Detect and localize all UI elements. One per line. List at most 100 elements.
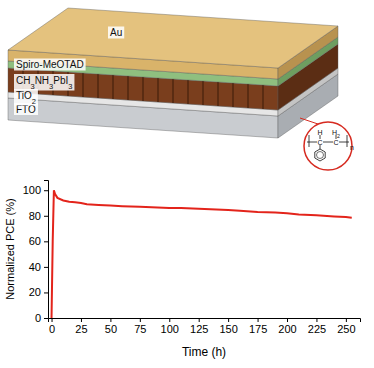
tick-mark	[199, 318, 200, 322]
pillar-edge	[83, 73, 84, 97]
label-patch	[14, 89, 38, 106]
pillar-edge	[128, 76, 129, 100]
tick: 125	[190, 318, 208, 335]
pillar-edge	[218, 82, 219, 106]
tick: 80	[29, 210, 48, 222]
chart: 0 25 50 75 100 125 150 175 200 225 250 0 20 40 60 80 100…	[4, 181, 361, 360]
tick: 60	[29, 235, 48, 247]
pillar-edge	[233, 83, 234, 107]
benzene-ring	[315, 149, 325, 161]
tick-label: 80	[29, 210, 41, 222]
atom-label: C	[333, 139, 338, 146]
tick-mark	[81, 318, 82, 322]
plot-area	[52, 190, 352, 318]
bond	[320, 135, 321, 139]
bond	[347, 135, 348, 147]
tick-mark	[44, 267, 48, 268]
tick-label: 75	[134, 323, 146, 335]
tick-mark	[140, 318, 141, 322]
inset-pointer	[300, 118, 318, 124]
tick: 40	[29, 261, 48, 273]
tick-mark	[258, 318, 259, 322]
x-axis: 0 25 50 75 100 125 150 175 200 225 250	[49, 318, 361, 335]
tick-label: 60	[29, 235, 41, 247]
bond	[307, 142, 317, 143]
layer-labels: FTOTiO2CH3NH3PbI3Spiro-MeOTADAu	[14, 27, 124, 116]
bond	[320, 145, 321, 149]
pillar-edge	[263, 85, 264, 109]
device-schematic: FTOTiO2CH3NH3PbI3Spiro-MeOTADAuHCH2Cn	[8, 8, 354, 170]
pillar-edge	[203, 81, 204, 105]
tick-mark	[287, 318, 288, 322]
tick: 0	[49, 318, 55, 335]
label-patch	[108, 27, 124, 39]
tick-label: 20	[29, 286, 41, 298]
tick-mark	[346, 318, 347, 322]
tick: 75	[134, 318, 146, 335]
axis-line	[49, 319, 361, 323]
y-axis: 0 20 40 60 80 100	[23, 181, 49, 325]
tick-label: 175	[249, 323, 267, 335]
atom-label: C	[317, 139, 322, 146]
inset-circle	[304, 122, 352, 170]
data-line	[52, 190, 352, 318]
atom-label: H2	[332, 129, 340, 139]
tick-label: 25	[75, 323, 87, 335]
tick-mark	[169, 318, 170, 322]
tick-label: 40	[29, 261, 41, 273]
bond	[339, 142, 349, 143]
y-axis-title: Normalized PCE (%)	[4, 198, 16, 299]
tick: 175	[249, 318, 267, 335]
bond	[323, 142, 333, 143]
tick-mark	[44, 216, 48, 217]
tick: 200	[278, 318, 296, 335]
pillar-edge	[143, 77, 144, 101]
tick: 50	[105, 318, 117, 335]
tick-label: 100	[23, 184, 41, 196]
benzene-ring-inner	[317, 152, 324, 159]
pillar-edge	[188, 80, 189, 104]
tick-label: 225	[308, 323, 326, 335]
pillar-edge	[98, 74, 99, 98]
layer-label: TiO2	[16, 90, 36, 106]
pillar-edge	[158, 78, 159, 102]
tick: 0	[35, 312, 48, 324]
tick-label: 0	[49, 323, 55, 335]
figure: FTOTiO2CH3NH3PbI3Spiro-MeOTADAuHCH2Cn025…	[0, 0, 374, 368]
layer-label: Spiro-MeOTAD	[16, 59, 84, 70]
tick-label: 125	[190, 323, 208, 335]
tick-mark	[44, 190, 48, 191]
tick-label: 150	[219, 323, 237, 335]
pillar-edge	[113, 75, 114, 99]
layer-label: CH3NH3PbI3	[16, 75, 72, 91]
polymer: HCH2Cn	[307, 129, 354, 162]
atom-label: H	[317, 129, 322, 136]
tick: 25	[75, 318, 87, 335]
tick: 100	[161, 318, 179, 335]
tick-label: 0	[35, 312, 41, 324]
tick-mark	[316, 318, 317, 322]
pillar-edge	[248, 84, 249, 108]
tick-label: 100	[161, 323, 179, 335]
repeat-label: n	[350, 144, 354, 151]
tick-mark	[44, 318, 48, 319]
tick-label: 200	[278, 323, 296, 335]
tick: 250	[337, 318, 355, 335]
label-patch	[14, 74, 74, 91]
tick-label: 50	[105, 323, 117, 335]
bond	[336, 135, 337, 139]
tick-label: 250	[337, 323, 355, 335]
x-axis-title: Time (h)	[182, 345, 226, 359]
tick: 20	[29, 286, 48, 298]
bond	[309, 135, 310, 147]
tick-mark	[52, 318, 53, 322]
tick: 150	[219, 318, 237, 335]
label-patch	[14, 59, 86, 71]
tick-mark	[110, 318, 111, 322]
layer-label: Au	[110, 27, 122, 38]
tick: 100	[23, 184, 48, 196]
tick-mark	[44, 292, 48, 293]
pillar-edge	[173, 79, 174, 103]
tick: 225	[308, 318, 326, 335]
axis-line	[44, 181, 49, 319]
